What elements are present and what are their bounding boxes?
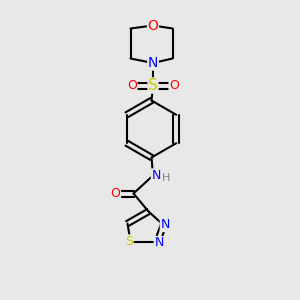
Text: S: S — [148, 78, 158, 93]
Text: N: N — [148, 56, 158, 70]
Text: S: S — [125, 235, 133, 248]
Text: N: N — [151, 169, 161, 182]
Text: O: O — [169, 79, 179, 92]
Text: N: N — [160, 218, 170, 232]
Text: H: H — [162, 173, 171, 183]
Text: O: O — [127, 79, 137, 92]
Text: O: O — [148, 19, 158, 32]
Text: O: O — [111, 187, 120, 200]
Text: N: N — [154, 236, 164, 250]
